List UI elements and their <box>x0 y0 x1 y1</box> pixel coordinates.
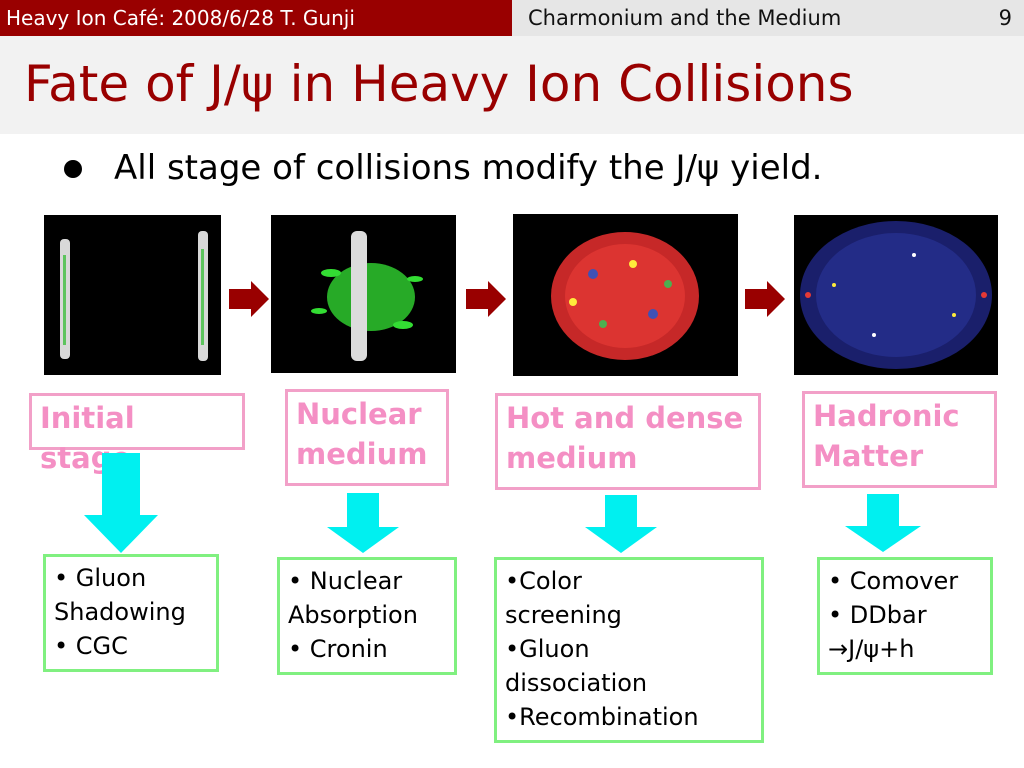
effects-initial: • Gluon Shadowing • CGC <box>43 554 219 672</box>
stage-initial: Initial stage <box>29 393 245 475</box>
arrow-down-icon <box>84 453 158 553</box>
initial-stage-image <box>44 215 221 375</box>
header-author-date: Heavy Ion Café: 2008/6/28 T. Gunji <box>0 0 512 36</box>
arrow-right-icon <box>466 281 506 317</box>
stage-hot-dense: Hot and dense medium <box>495 393 761 490</box>
hot-dense-medium-image <box>513 214 738 376</box>
arrow-right-icon <box>229 281 269 317</box>
nuclear-medium-image <box>271 215 456 373</box>
arrow-down-icon <box>327 493 399 553</box>
stage-hadronic: Hadronic Matter <box>802 391 997 488</box>
effects-hot-dense: •Color screening •Gluon dissociation •Re… <box>494 557 764 743</box>
arrow-right-icon <box>745 281 785 317</box>
stage-nuclear: Nuclear medium <box>285 389 449 486</box>
header-topic: Charmonium and the Medium <box>528 6 842 30</box>
effects-nuclear: • Nuclear Absorption • Cronin <box>277 557 457 675</box>
effects-hadronic: • Comover • DDbar →J/ψ+h <box>817 557 993 675</box>
slide-title: Fate of J/ψ in Heavy Ion Collisions <box>24 55 854 113</box>
arrow-down-icon <box>585 495 657 553</box>
arrow-down-icon <box>845 494 921 552</box>
header-topic-bar: Charmonium and the Medium 9 <box>512 0 1024 36</box>
bullet-dot-icon <box>64 160 82 178</box>
bullet-text: All stage of collisions modify the J/ψ y… <box>114 148 823 188</box>
page-number: 9 <box>998 6 1012 30</box>
title-band <box>0 36 1024 134</box>
hadronic-matter-image <box>794 215 998 375</box>
